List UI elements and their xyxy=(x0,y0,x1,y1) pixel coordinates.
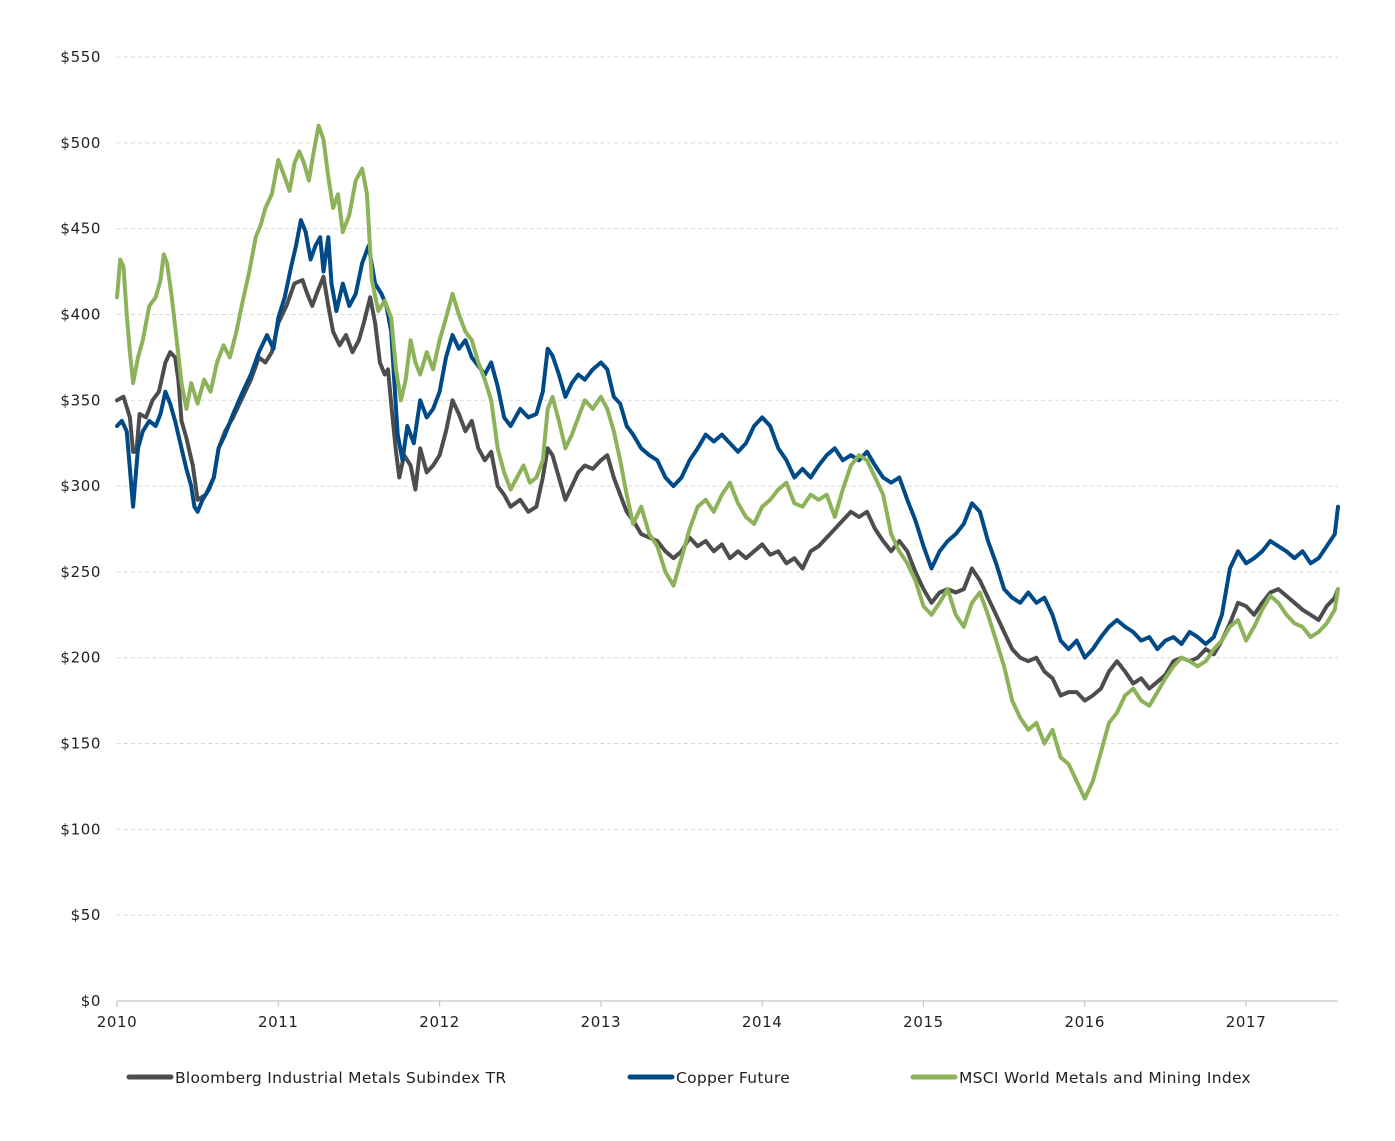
x-tick-label: 2017 xyxy=(1226,1013,1267,1031)
y-tick-label: $150 xyxy=(60,735,101,753)
y-tick-label: $200 xyxy=(60,649,101,667)
y-tick-label: $100 xyxy=(60,820,101,838)
legend-label: MSCI World Metals and Mining Index xyxy=(959,1069,1251,1087)
y-tick-label: $50 xyxy=(71,906,101,924)
series-line xyxy=(115,218,1340,660)
y-tick-label: $300 xyxy=(60,477,101,495)
x-tick-label: 2015 xyxy=(903,1013,944,1031)
legend: Bloomberg Industrial Metals Subindex TR C… xyxy=(126,1069,1251,1087)
series-line xyxy=(115,274,1340,703)
y-axis: $0 $50 $100 $150 $200 $250 $300 $350 $400 $450 $50… xyxy=(60,48,101,1010)
x-tick-label: 2010 xyxy=(97,1013,138,1031)
series-line xyxy=(115,123,1340,801)
y-tick-label: $350 xyxy=(60,391,101,409)
x-tick-label: 2011 xyxy=(258,1013,299,1031)
series-lines xyxy=(115,123,1340,801)
y-tick-label: $400 xyxy=(60,305,101,323)
legend-label: Copper Future xyxy=(676,1069,790,1087)
y-tick-label: $500 xyxy=(60,134,101,152)
x-tick-label: 2012 xyxy=(419,1013,460,1031)
legend-label: Bloomberg Industrial Metals Subindex TR xyxy=(175,1069,506,1087)
x-tick-label: 2014 xyxy=(742,1013,783,1031)
x-tick-label: 2013 xyxy=(581,1013,622,1031)
y-tick-label: $250 xyxy=(60,563,101,581)
x-axis: 2010 2011 2012 2013 2014 2015 2016 2017 xyxy=(97,1000,1338,1031)
y-tick-label: $450 xyxy=(60,220,101,238)
y-tick-label: $0 xyxy=(81,992,101,1010)
x-tick-label: 2016 xyxy=(1064,1013,1105,1031)
y-tick-label: $550 xyxy=(60,48,101,66)
